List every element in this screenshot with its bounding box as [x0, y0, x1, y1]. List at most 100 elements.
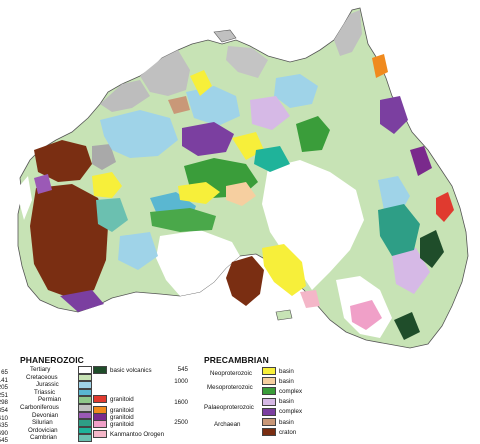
region-lilac-newengland — [392, 248, 430, 294]
phanerozoic-age: 205 — [0, 384, 8, 392]
precambrian-era-label: Neoproterozoic — [210, 370, 252, 377]
phanerozoic-period-swatch — [78, 396, 92, 404]
region-purple-eastern — [380, 96, 408, 134]
region-yellow-north — [190, 70, 212, 96]
region-purple-albany — [60, 290, 104, 312]
phanerozoic-age: 354 — [0, 407, 8, 414]
region-grey-capeyork — [334, 10, 362, 56]
precambrian-item-swatch — [262, 397, 276, 406]
precambrian-age: 545 — [177, 366, 188, 373]
phanerozoic-period-swatch — [78, 411, 92, 420]
precambrian-item-label: craton — [279, 428, 297, 436]
precambrian-item-swatch — [262, 377, 276, 386]
region-pink-granitoid — [350, 300, 382, 330]
phanerozoic-item-label: Kanmantoo Orogen — [110, 430, 165, 438]
phanerozoic-period-swatch — [78, 426, 92, 435]
region-tan-north — [168, 96, 190, 114]
region-craton-gawler — [226, 256, 264, 306]
phanerozoic-item-label: granitoid — [110, 406, 134, 414]
precambrian-title: PRECAMBRIAN — [204, 355, 269, 365]
precambrian-era-label: Palaeoproterozoic — [204, 404, 254, 411]
precambrian-age: 1000 — [174, 378, 188, 385]
phanerozoic-age: 435 — [0, 422, 8, 430]
phanerozoic-period-label: Silurian — [32, 419, 53, 427]
phanerozoic-period-label: Cambrian — [30, 434, 57, 442]
region-purple-tanami — [182, 122, 234, 156]
region-blue-north — [186, 86, 240, 126]
phanerozoic-age: 545 — [0, 437, 8, 444]
region-teal-west — [96, 198, 128, 232]
phanerozoic-item-label: basic volcanics — [110, 366, 152, 374]
region-darkpurple-granitoid — [410, 146, 432, 176]
region-grey-hamersley — [92, 144, 116, 170]
phanerozoic-age: 65 — [1, 369, 8, 376]
precambrian-item-label: basin — [279, 367, 294, 375]
phanerozoic-period-label: Devonian — [32, 411, 59, 419]
phanerozoic-item-label: granitoid — [110, 413, 134, 421]
precambrian-item-swatch — [262, 428, 276, 437]
phanerozoic-period-swatch — [78, 373, 92, 382]
region-teal-georgina — [254, 146, 290, 172]
phanerozoic-period-swatch — [78, 388, 92, 397]
precambrian-item-swatch — [262, 407, 276, 416]
region-craton-yilgarn — [30, 184, 108, 298]
phanerozoic-period-label: Triassic — [34, 388, 56, 396]
precambrian-item-label: basin — [279, 377, 294, 385]
precambrian-item-swatch — [262, 387, 276, 396]
precambrian-era-label: Archaean — [214, 421, 241, 428]
region-grey-kimberley — [100, 80, 150, 112]
phanerozoic-item-swatch — [93, 366, 107, 374]
island-melville — [213, 29, 237, 43]
precambrian-item-label: basin — [279, 398, 294, 406]
region-lilac-mcarthur — [250, 96, 290, 130]
phanerozoic-period-label: Carboniferous — [20, 404, 59, 411]
phanerozoic-item-label: granitoid — [110, 395, 134, 403]
region-green-mtisa — [296, 116, 330, 152]
region-white-nullarbor — [156, 230, 240, 296]
region-teal-lachlan — [378, 204, 420, 256]
precambrian-item-label: complex — [279, 408, 303, 416]
region-yellow-adelaide — [262, 244, 306, 296]
region-blue-eucla — [118, 232, 158, 270]
region-craton-pilbara — [34, 140, 92, 182]
precambrian-item-swatch — [262, 367, 276, 375]
precambrian-item-swatch — [262, 418, 276, 426]
region-darkgreen-east — [394, 312, 420, 340]
region-peach-centre — [226, 182, 256, 206]
precambrian-age: 1600 — [174, 399, 188, 406]
phanerozoic-period-swatch — [78, 366, 92, 374]
phanerozoic-period-label: Ordovician — [28, 426, 58, 434]
phanerozoic-age: 141 — [0, 376, 8, 384]
region-kanmantoo — [300, 290, 320, 308]
region-grey-arnhem — [226, 46, 268, 78]
region-orange-granitoid — [372, 54, 388, 78]
phanerozoic-age: 490 — [0, 429, 8, 437]
phanerozoic-period-label: Tertiary — [30, 366, 51, 373]
region-grey-north — [140, 50, 190, 96]
precambrian-item-label: basin — [279, 418, 294, 426]
precambrian-item-label: complex — [279, 387, 303, 395]
region-white-west — [16, 176, 32, 220]
precambrian-era-label: Mesoproterozoic — [207, 384, 253, 391]
phanerozoic-item-label: granitoid — [110, 420, 134, 428]
phanerozoic-period-label: Permian — [38, 396, 62, 404]
region-blue-canning — [100, 110, 178, 158]
island-kangaroo — [275, 309, 293, 321]
phanerozoic-period-swatch — [78, 434, 92, 442]
phanerozoic-period-label: Jurassic — [36, 381, 59, 389]
phanerozoic-period-swatch — [78, 404, 92, 412]
phanerozoic-age: 298 — [0, 399, 8, 407]
phanerozoic-title: PHANEROZOIC — [20, 355, 84, 365]
region-blue-gulf — [274, 74, 318, 108]
phanerozoic-age: 410 — [0, 414, 8, 422]
region-yellow-amadeus — [178, 182, 220, 204]
precambrian-age: 2500 — [174, 419, 188, 426]
phanerozoic-period-swatch — [78, 381, 92, 389]
phanerozoic-item-swatch — [93, 430, 107, 438]
phanerozoic-item-swatch — [93, 420, 107, 428]
region-darkgreen-volcanics — [420, 230, 444, 268]
region-red-granitoid — [436, 192, 454, 222]
phanerozoic-item-swatch — [93, 395, 107, 403]
region-purple-gascoyne — [34, 174, 52, 194]
phanerozoic-age: 251 — [0, 391, 8, 399]
